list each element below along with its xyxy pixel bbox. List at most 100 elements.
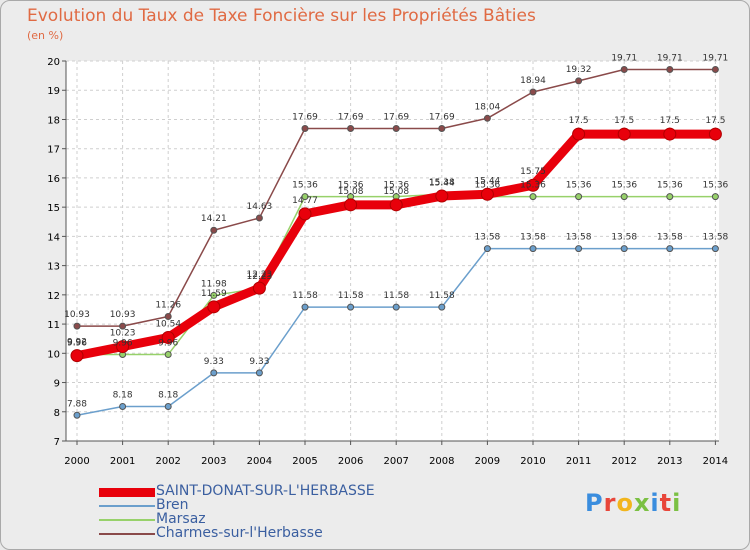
legend-swatch (99, 519, 155, 521)
data-point (392, 125, 400, 133)
series-1 (73, 245, 719, 419)
data-label: 8.18 (113, 391, 133, 401)
data-label: 11.58 (383, 291, 409, 301)
y-tick-label: 9 (54, 379, 60, 390)
data-label: 11.58 (338, 291, 364, 301)
data-point (620, 245, 628, 253)
data-point (711, 65, 719, 73)
logo-letter: P (585, 489, 604, 517)
data-labels: 10.93 10.93 11.26 14.21 14.63 17.69 17.69 17.69… (64, 53, 728, 409)
data-label: 15.36 (611, 181, 637, 191)
unit-label: (en %) (27, 29, 64, 42)
x-tick-label: 2000 (64, 456, 89, 467)
data-point (119, 322, 127, 330)
data-label: 11.59 (201, 289, 227, 299)
data-label: 19.71 (657, 53, 683, 63)
data-label: 15.36 (703, 181, 729, 191)
logo-letter: i (650, 489, 660, 517)
data-point (344, 198, 358, 212)
data-point (298, 207, 312, 221)
data-label: 13.58 (703, 233, 729, 243)
x-tick-label: 2003 (201, 456, 226, 467)
data-label: 14.21 (201, 214, 227, 224)
y-tick-label: 13 (47, 262, 60, 273)
data-point (73, 322, 81, 330)
data-point (526, 178, 540, 192)
data-point (161, 331, 175, 345)
data-label: 11.98 (201, 279, 227, 289)
data-label: 15.36 (520, 181, 546, 191)
data-point (666, 65, 674, 73)
legend-swatch (99, 505, 155, 507)
data-point (347, 125, 355, 133)
y-tick-label: 8 (54, 408, 60, 419)
y-tick-label: 10 (47, 349, 60, 360)
data-point (529, 245, 537, 253)
axes: 7 8 9 10 11 12 13 14 15 16 17 18 19 20 2000 2001 2002 200… (47, 57, 728, 467)
data-label: 12.23 (247, 272, 273, 282)
x-tick-label: 2010 (520, 456, 545, 467)
data-point (666, 245, 674, 253)
data-point (255, 214, 263, 222)
data-label: 12.23 (247, 270, 273, 280)
x-tick-label: 2011 (566, 456, 591, 467)
y-tick-label: 15 (47, 203, 60, 214)
data-label: 17.69 (429, 113, 455, 123)
data-label: 14.63 (247, 202, 273, 212)
data-point (164, 312, 172, 320)
y-tick-label: 16 (47, 174, 60, 185)
data-point (389, 198, 403, 212)
data-point (620, 65, 628, 73)
data-point (438, 125, 446, 133)
data-label: 17.69 (383, 113, 409, 123)
legend-label: SAINT-DONAT-SUR-L'HERBASSE (156, 483, 375, 499)
logo-letter: x (633, 489, 651, 517)
data-label: 18.04 (475, 102, 501, 112)
logo-letter: t (659, 489, 673, 517)
data-point (164, 350, 172, 358)
data-label: 10.23 (110, 329, 136, 339)
data-label: 17.5 (614, 116, 634, 126)
data-label: 15.08 (338, 187, 364, 197)
data-point (708, 127, 722, 141)
data-point (116, 340, 130, 354)
data-point (210, 226, 218, 234)
data-label: 13.58 (566, 233, 592, 243)
legend-label: Charmes-sur-l'Herbasse (156, 525, 323, 541)
data-label: 13.58 (520, 233, 546, 243)
data-point (480, 187, 494, 201)
data-point (666, 193, 674, 201)
data-label: 17.5 (569, 116, 589, 126)
logo-letter: r (603, 489, 617, 517)
data-point (301, 125, 309, 133)
legend-label: Marsaz (156, 511, 206, 527)
y-tick-label: 17 (47, 145, 60, 156)
data-label: 15.36 (657, 181, 683, 191)
data-label: 10.93 (64, 310, 90, 320)
x-tick-label: 2013 (657, 456, 682, 467)
data-point (483, 114, 491, 122)
data-point (663, 127, 677, 141)
x-tick-label: 2014 (703, 456, 728, 467)
data-label: 15.36 (383, 181, 409, 191)
data-label: 11.58 (292, 291, 318, 301)
data-label: 18.94 (520, 76, 546, 86)
data-point (575, 193, 583, 201)
data-point (347, 303, 355, 311)
data-point (617, 127, 631, 141)
data-label: 15.38 (429, 178, 455, 188)
logo-letter: o (616, 489, 634, 517)
logo-letter: i (672, 489, 682, 517)
data-label: 15.44 (475, 176, 501, 186)
x-tick-label: 2006 (338, 456, 363, 467)
data-label: 17.5 (660, 116, 680, 126)
data-label: 9.92 (67, 338, 87, 348)
data-point (435, 189, 449, 203)
data-point (207, 300, 221, 314)
data-point (711, 245, 719, 253)
data-point (255, 369, 263, 377)
legend-label: Bren (156, 497, 189, 513)
y-tick-label: 18 (47, 115, 60, 126)
data-point (210, 369, 218, 377)
